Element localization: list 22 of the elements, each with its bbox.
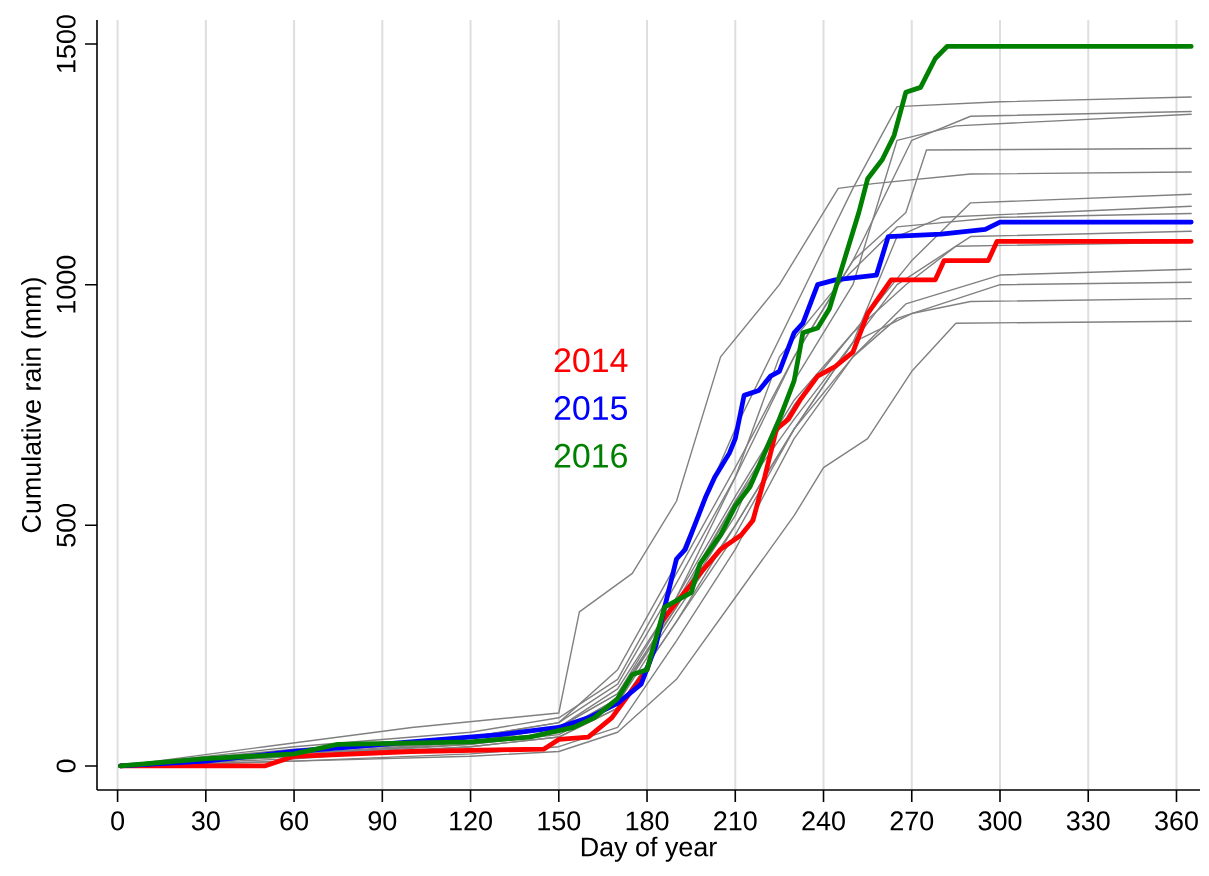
x-tick-label: 90 [368, 811, 397, 831]
x-tick-label: 270 [890, 811, 934, 831]
y-tick-label: 0 [56, 759, 76, 773]
text: 2015 [554, 396, 627, 421]
x-tick-label: 30 [191, 811, 220, 831]
x-axis-title: Day of year [581, 836, 717, 862]
x-tick-label: 120 [450, 811, 492, 831]
x-tick-label: 180 [626, 811, 669, 831]
text: 2014 [554, 348, 628, 373]
y-axis-title: Cumulative rain (mm) [21, 278, 47, 533]
x-tick-label: 300 [978, 811, 1022, 831]
y-tick-label: 1500 [56, 15, 76, 72]
x-tick-label: 0 [111, 811, 125, 831]
x-tick-label: 240 [802, 811, 845, 831]
y-tick-label: 500 [56, 503, 76, 547]
x-tick-label: 150 [538, 811, 581, 831]
x-tick-label: 210 [714, 811, 757, 831]
x-tick-label: 60 [280, 811, 308, 831]
y-tick-label: 1000 [56, 255, 76, 313]
text: 2016 [554, 443, 627, 468]
x-tick-label: 360 [1155, 811, 1198, 831]
x-tick-label: 330 [1066, 811, 1110, 831]
